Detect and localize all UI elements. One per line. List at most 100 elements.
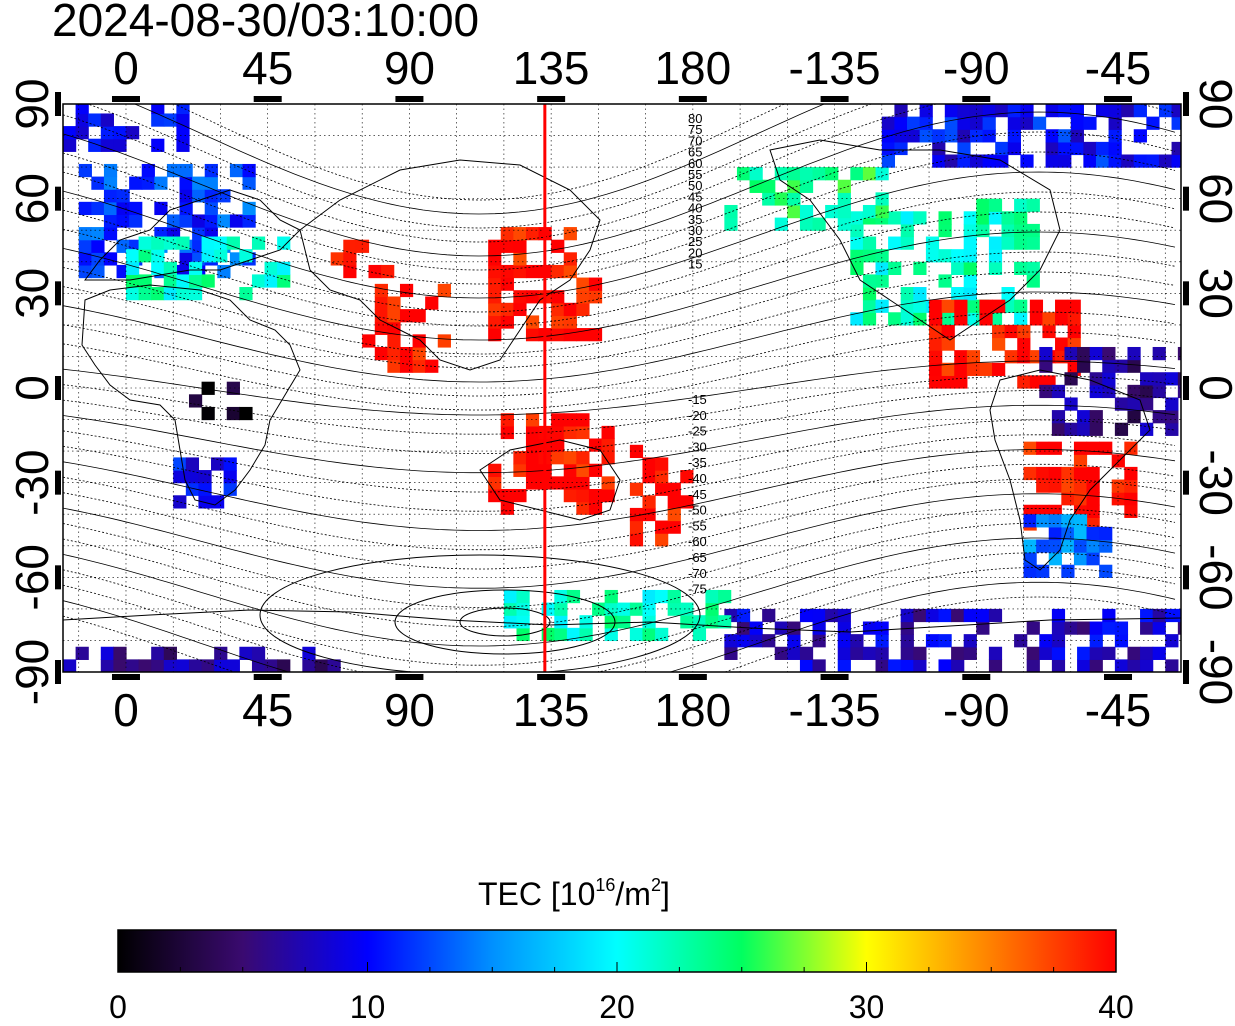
tec-cell: [1152, 384, 1166, 399]
tec-cell: [374, 346, 388, 361]
tec-cell: [655, 589, 669, 604]
tec-cell: [913, 659, 927, 672]
tec-cell: [1014, 236, 1028, 250]
tec-cell: [875, 299, 889, 313]
tec-cell: [655, 520, 669, 534]
tec-cell: [929, 375, 943, 389]
tec-cell: [862, 204, 877, 219]
tec-cell: [588, 277, 603, 291]
tec-cell: [399, 309, 414, 323]
tec-cell: [63, 659, 77, 672]
tec-cell: [1099, 526, 1113, 541]
tec-cell: [929, 312, 943, 326]
tec-cell: [525, 413, 540, 427]
tec-cell: [629, 520, 644, 534]
tec-cell: [837, 634, 851, 648]
tec-cell: [129, 214, 143, 228]
tec-cell: [188, 274, 203, 288]
tec-region: [881, 104, 1181, 168]
tec-cell: [894, 104, 908, 118]
tec-cell: [525, 463, 540, 477]
tec-cell: [1048, 479, 1062, 493]
tec-cell: [176, 126, 190, 140]
tec-cell: [201, 236, 215, 250]
tec-region: [1023, 514, 1113, 578]
tec-cell: [1102, 621, 1116, 635]
tec-cell: [1152, 646, 1166, 660]
tec-cell: [1073, 454, 1088, 468]
tec-cell: [1083, 154, 1097, 168]
tec-cell: [988, 198, 1003, 212]
tec-cell: [551, 239, 565, 253]
tec-cell: [425, 296, 439, 310]
tec-cell: [718, 589, 732, 604]
tec-cell: [988, 608, 1003, 623]
tec-cell: [875, 249, 889, 263]
tec-cell: [1051, 384, 1066, 399]
tec-cell: [1108, 129, 1122, 143]
tec-cell: [629, 444, 644, 459]
tec-cell: [103, 214, 118, 228]
tec-cell: [314, 659, 329, 672]
tec-cell: [204, 176, 218, 190]
tec-cell: [1077, 659, 1091, 672]
tec-cell: [913, 211, 927, 225]
frame-tick: [253, 674, 282, 680]
tec-cell: [163, 287, 177, 301]
tec-cell: [1020, 154, 1034, 168]
tec-cell: [1067, 312, 1081, 326]
tec-cell: [1058, 154, 1072, 168]
coastline-south-america: [989, 369, 1151, 571]
axis-tick-labels: 0045459090135135180180-135-135-90-90-45-…: [6, 42, 1235, 736]
tec-cell: [919, 104, 933, 118]
tec-cell: [938, 634, 952, 648]
tec-cell: [724, 204, 738, 219]
tec-cell: [601, 425, 615, 440]
tec-region: [188, 381, 253, 421]
tec-cell: [925, 634, 940, 648]
tec-cell: [1058, 104, 1072, 118]
tec-cell: [938, 211, 952, 225]
tec-cell: [179, 214, 193, 228]
tec-cell: [1064, 621, 1078, 635]
frame-tick: [537, 674, 566, 680]
tec-cell: [525, 315, 540, 329]
tec-cell: [812, 608, 826, 623]
tec-cell: [151, 261, 165, 275]
tec-cell: [576, 451, 590, 465]
tec-cell: [642, 627, 656, 642]
tec-cell: [850, 236, 864, 250]
tec-cell: [875, 261, 889, 275]
tec-cell: [1042, 312, 1056, 326]
tec-cell: [1014, 312, 1028, 326]
tec-cell: [667, 495, 681, 509]
tec-cell: [488, 476, 502, 490]
tec-cell: [976, 621, 990, 635]
tec-cell: [900, 211, 914, 225]
tec-cell: [938, 659, 952, 672]
tec-cell: [705, 589, 719, 604]
tec-cell: [976, 223, 990, 238]
tec-cell: [718, 615, 732, 629]
tec-cell: [667, 520, 681, 534]
frame-tick: [1183, 660, 1189, 684]
frame-tick: [1183, 281, 1189, 306]
frame-tick: [55, 660, 61, 684]
tec-cell: [576, 476, 590, 490]
tec-cell: [1036, 564, 1050, 578]
tec-cell: [516, 615, 530, 629]
tec-cell: [1086, 441, 1100, 455]
tec-cell: [1070, 129, 1084, 143]
tec-cell: [951, 646, 965, 660]
tec-cell: [1158, 104, 1173, 118]
tec-cell: [1165, 608, 1179, 623]
frame-tick: [111, 674, 140, 680]
tec-cell: [1007, 116, 1021, 130]
tec-cell: [976, 211, 990, 225]
tec-cell: [1152, 372, 1166, 386]
tec-cell: [1089, 659, 1103, 672]
tec-cell: [963, 287, 977, 301]
tec-cell: [1146, 154, 1160, 168]
